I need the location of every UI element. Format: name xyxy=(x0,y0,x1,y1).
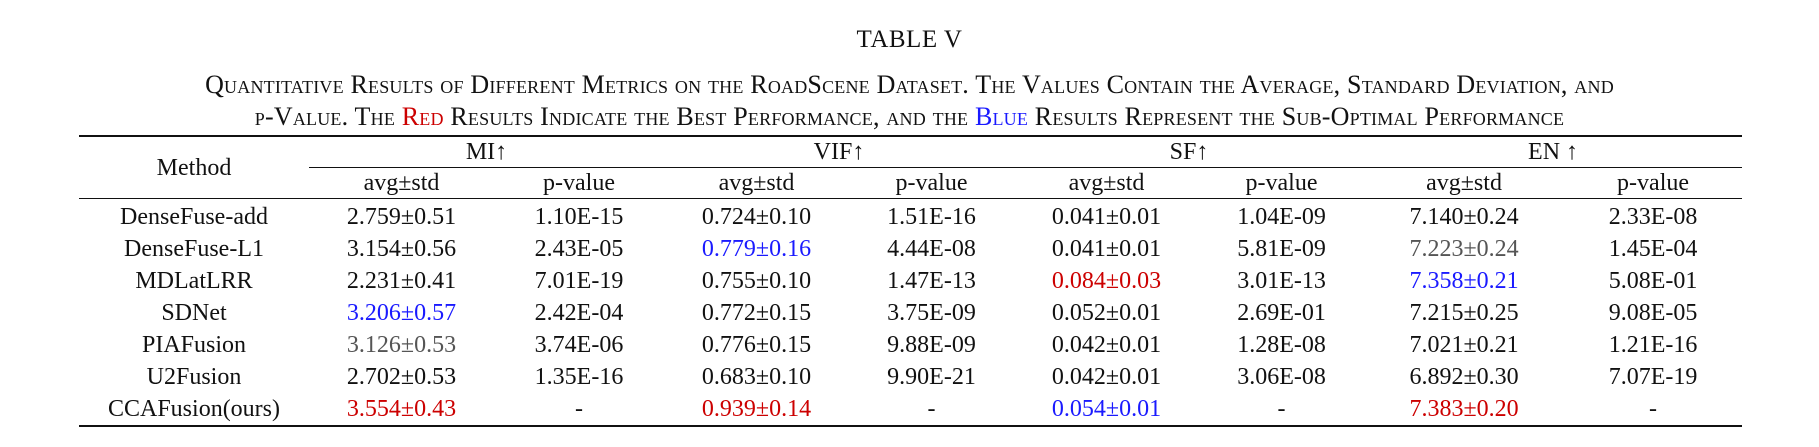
metric-group-header: MI↑ xyxy=(309,135,664,168)
value-cell: 2.231±0.41 xyxy=(346,268,457,294)
value-cell: 0.724±0.10 xyxy=(701,204,812,230)
value-cell: 0.042±0.01 xyxy=(1051,364,1162,390)
caption-text: Results Represent the Sub-Optimal Perfor… xyxy=(1028,102,1565,131)
value-cell: 7.01E-19 xyxy=(534,268,624,294)
value-cell: 0.755±0.10 xyxy=(701,268,812,294)
value-cell: 2.42E-04 xyxy=(534,300,624,326)
table-label: TABLE V xyxy=(856,26,963,53)
value-cell: 0.052±0.01 xyxy=(1051,300,1162,326)
caption-blue-word: Blue xyxy=(974,102,1029,131)
value-cell: 1.21E-16 xyxy=(1608,332,1698,358)
value-cell: 0.772±0.15 xyxy=(701,300,812,326)
metric-group-header: SF↑ xyxy=(1014,135,1365,168)
method-cell: SDNet xyxy=(161,300,227,326)
sub-header: avg±std xyxy=(309,167,494,199)
table-row: MDLatLRR 2.231±0.41 7.01E-19 0.755±0.10 … xyxy=(79,265,1742,297)
method-cell: MDLatLRR xyxy=(135,268,253,294)
value-cell: 3.74E-06 xyxy=(534,332,624,358)
value-cell: 3.126±0.53 xyxy=(346,332,457,358)
value-cell: 9.88E-09 xyxy=(887,332,976,358)
metric-group-header: VIF↑ xyxy=(664,135,1015,168)
value-cell-best: 0.084±0.03 xyxy=(1051,268,1162,294)
value-cell: 3.75E-09 xyxy=(887,300,976,326)
value-cell: 4.44E-08 xyxy=(887,236,976,262)
value-cell: 3.06E-08 xyxy=(1237,364,1326,390)
method-cell: DenseFuse-L1 xyxy=(124,236,264,262)
value-cell-second-best: 7.358±0.21 xyxy=(1409,268,1519,294)
sub-header: avg±std xyxy=(1364,167,1565,199)
value-cell-best: 3.554±0.43 xyxy=(309,393,494,427)
value-cell: 2.69E-01 xyxy=(1237,300,1326,326)
method-cell-ours: CCAFusion(ours) xyxy=(79,393,309,427)
value-cell-best: 0.939±0.14 xyxy=(664,393,849,427)
value-cell: 1.04E-09 xyxy=(1237,204,1326,230)
value-cell: 5.81E-09 xyxy=(1237,236,1326,262)
method-header: Method xyxy=(79,135,309,199)
value-cell-second-best: 3.206±0.57 xyxy=(346,300,457,326)
caption-line-1: Quantitative Results of Different Metric… xyxy=(205,70,1614,99)
table-row: SDNet 3.206±0.57 2.42E-04 0.772±0.15 3.7… xyxy=(79,297,1742,329)
value-cell: 5.08E-01 xyxy=(1608,268,1698,294)
value-cell: 7.223±0.24 xyxy=(1409,236,1519,262)
value-cell: 1.10E-15 xyxy=(534,204,624,230)
value-cell-second-best: 0.779±0.16 xyxy=(701,236,812,262)
value-cell: 7.07E-19 xyxy=(1608,364,1698,390)
value-cell: 3.01E-13 xyxy=(1237,268,1326,294)
value-cell: 9.90E-21 xyxy=(887,364,976,390)
value-cell: 3.154±0.56 xyxy=(346,236,457,262)
value-cell: 6.892±0.30 xyxy=(1409,364,1519,390)
value-cell: - xyxy=(494,393,664,427)
value-cell: 2.33E-08 xyxy=(1608,204,1698,230)
method-cell: PIAFusion xyxy=(141,332,247,358)
sub-header: p-value xyxy=(494,167,664,199)
value-cell-second-best: 0.054±0.01 xyxy=(1014,393,1200,427)
table-row: DenseFuse-add 2.759±0.51 1.10E-15 0.724±… xyxy=(79,199,1742,234)
value-cell: 7.021±0.21 xyxy=(1409,332,1519,358)
value-cell: 2.759±0.51 xyxy=(346,204,457,230)
sub-header: avg±std xyxy=(1014,167,1200,199)
value-cell: 0.776±0.15 xyxy=(701,332,812,358)
value-cell: 1.47E-13 xyxy=(887,268,976,294)
table-row: CCAFusion(ours) 3.554±0.43 - 0.939±0.14 … xyxy=(79,393,1743,427)
value-cell: 1.35E-16 xyxy=(534,364,624,390)
value-cell: 2.43E-05 xyxy=(534,236,624,262)
value-cell: 9.08E-05 xyxy=(1608,300,1698,326)
caption-text: p-Value. The xyxy=(254,102,402,131)
value-cell: 1.28E-08 xyxy=(1237,332,1326,358)
value-cell: 0.041±0.01 xyxy=(1051,236,1162,262)
sub-header: avg±std xyxy=(664,167,849,199)
caption-line-2: p-Value. The Red Results Indicate the Be… xyxy=(0,102,1819,132)
table-row: PIAFusion 3.126±0.53 3.74E-06 0.776±0.15… xyxy=(79,329,1742,361)
value-cell: 0.041±0.01 xyxy=(1051,204,1162,230)
sub-header: p-value xyxy=(1199,167,1365,199)
method-cell: U2Fusion xyxy=(146,364,242,390)
value-cell: 0.683±0.10 xyxy=(701,364,812,390)
sub-header: p-value xyxy=(1564,167,1743,199)
value-cell: 1.51E-16 xyxy=(887,204,976,230)
value-cell: 2.702±0.53 xyxy=(346,364,457,390)
results-table: Method MI↑ VIF↑ SF↑ EN ↑ avg±std p-value… xyxy=(79,135,1743,427)
value-cell: - xyxy=(849,393,1015,427)
table-row: DenseFuse-L1 3.154±0.56 2.43E-05 0.779±0… xyxy=(79,233,1742,265)
value-cell: - xyxy=(1199,393,1365,427)
sub-header: p-value xyxy=(849,167,1015,199)
metric-group-header: EN ↑ xyxy=(1364,135,1743,168)
method-cell: DenseFuse-add xyxy=(120,204,268,230)
caption-red-word: Red xyxy=(401,102,444,131)
table-row: U2Fusion 2.702±0.53 1.35E-16 0.683±0.10 … xyxy=(79,361,1742,393)
value-cell: 7.140±0.24 xyxy=(1409,204,1519,230)
value-cell: 1.45E-04 xyxy=(1608,236,1698,262)
value-cell-best: 7.383±0.20 xyxy=(1364,393,1565,427)
value-cell: - xyxy=(1564,393,1743,427)
caption-text: Results Indicate the Best Performance, a… xyxy=(443,102,975,131)
value-cell: 7.215±0.25 xyxy=(1409,300,1519,326)
value-cell: 0.042±0.01 xyxy=(1051,332,1162,358)
